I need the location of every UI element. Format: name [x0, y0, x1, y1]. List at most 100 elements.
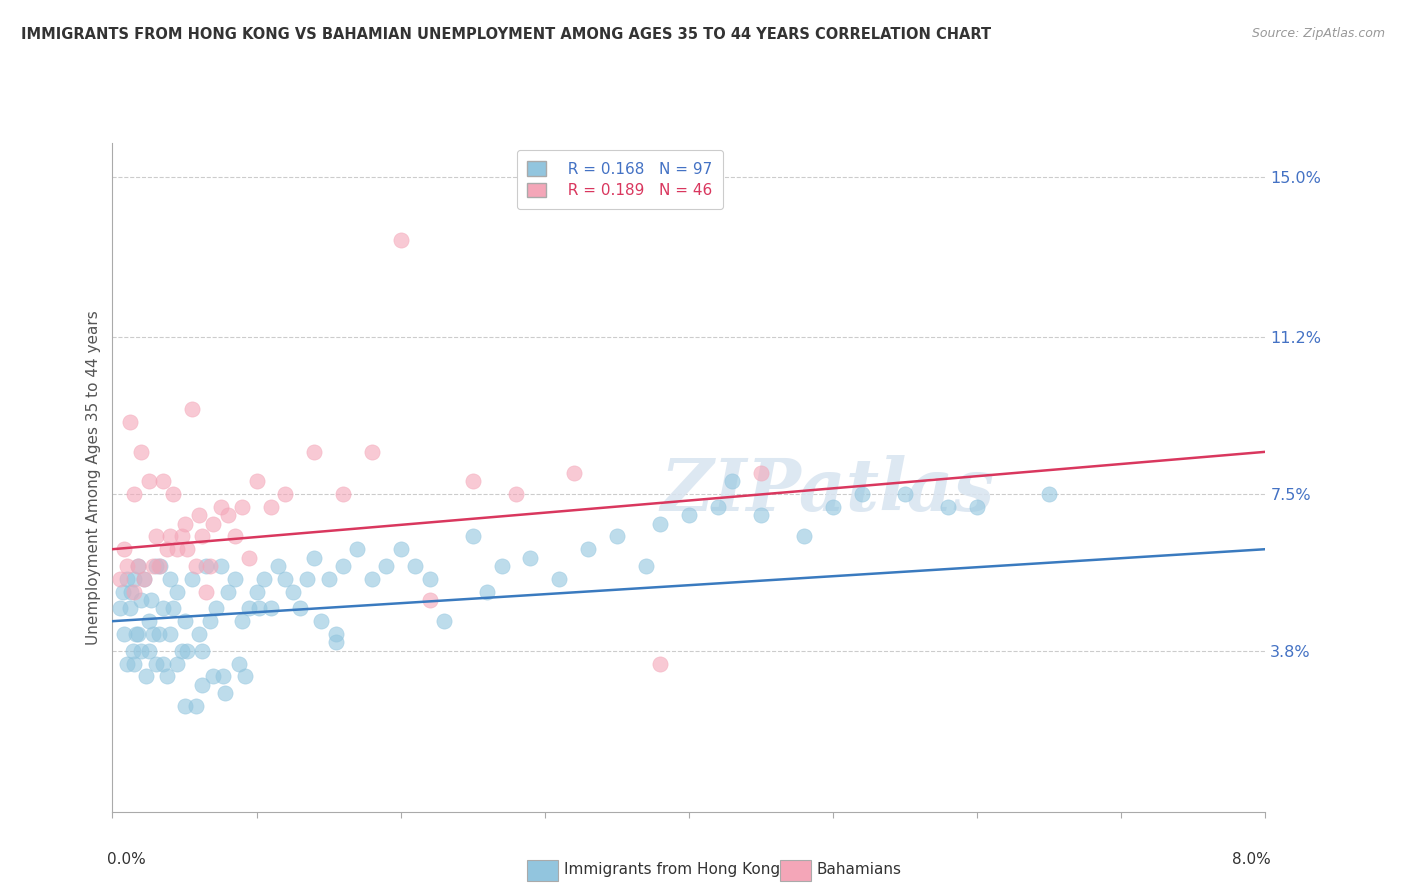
Point [678, 508, 700, 523]
Point [360, 572, 382, 586]
Text: ZIPatlas: ZIPatlas [661, 455, 994, 526]
Point [205, 601, 228, 615]
Point [148, 559, 170, 574]
Point [238, 550, 260, 565]
Point [200, 614, 222, 628]
Point [519, 550, 541, 565]
Point [191, 678, 214, 692]
Point [127, 559, 149, 574]
Point [129, 445, 153, 459]
Point [389, 233, 412, 247]
Point [821, 500, 844, 514]
Point [851, 487, 873, 501]
Point [108, 601, 131, 615]
Point [231, 614, 253, 628]
Point [166, 584, 188, 599]
Point [145, 559, 167, 574]
Point [142, 627, 165, 641]
Point [332, 559, 354, 574]
Point [170, 529, 193, 543]
Point [145, 657, 167, 671]
Point [148, 627, 170, 641]
Point [231, 500, 253, 514]
Point [111, 584, 134, 599]
Point [228, 657, 250, 671]
Point [145, 529, 167, 543]
Point [491, 559, 513, 574]
Point [156, 669, 179, 683]
Point [311, 614, 333, 628]
Point [129, 644, 153, 658]
Point [170, 644, 193, 658]
Point [634, 559, 657, 574]
Point [238, 601, 260, 615]
Point [209, 500, 232, 514]
Point [138, 475, 160, 489]
Point [260, 601, 283, 615]
Text: Source: ZipAtlas.com: Source: ZipAtlas.com [1251, 27, 1385, 40]
Point [202, 516, 225, 531]
Point [260, 500, 283, 514]
Point [209, 559, 232, 574]
Text: Bahamians: Bahamians [817, 863, 901, 877]
Point [120, 584, 142, 599]
Point [159, 627, 181, 641]
Point [187, 627, 211, 641]
Point [159, 572, 181, 586]
Point [127, 559, 149, 574]
Point [138, 614, 160, 628]
Point [180, 402, 202, 417]
Y-axis label: Unemployment Among Ages 35 to 44 years: Unemployment Among Ages 35 to 44 years [86, 310, 101, 645]
Point [159, 529, 181, 543]
Point [121, 644, 143, 658]
Point [202, 669, 225, 683]
Point [191, 529, 214, 543]
Point [295, 572, 318, 586]
Text: IMMIGRANTS FROM HONG KONG VS BAHAMIAN UNEMPLOYMENT AMONG AGES 35 TO 44 YEARS COR: IMMIGRANTS FROM HONG KONG VS BAHAMIAN UN… [21, 27, 991, 42]
Point [936, 500, 959, 514]
Point [648, 657, 672, 671]
Point [281, 584, 304, 599]
Point [184, 559, 207, 574]
Point [217, 508, 239, 523]
Point [304, 550, 326, 565]
Text: 0.0%: 0.0% [107, 852, 145, 867]
Point [200, 559, 222, 574]
Point [721, 475, 744, 489]
Point [233, 669, 256, 683]
Point [325, 627, 347, 641]
Point [134, 572, 156, 586]
Point [135, 669, 157, 683]
Point [548, 572, 571, 586]
Point [156, 542, 179, 557]
Point [149, 559, 172, 574]
Point [360, 445, 382, 459]
Point [419, 572, 441, 586]
Point [112, 627, 135, 641]
Point [793, 529, 815, 543]
Point [648, 516, 672, 531]
Point [475, 584, 498, 599]
Point [187, 508, 211, 523]
Point [576, 542, 599, 557]
Point [162, 487, 184, 501]
Point [118, 601, 141, 615]
Point [127, 627, 149, 641]
Point [162, 601, 184, 615]
Point [1038, 487, 1060, 501]
Point [217, 584, 239, 599]
Point [332, 487, 354, 501]
Point [894, 487, 917, 501]
Point [224, 529, 246, 543]
Point [249, 601, 271, 615]
Point [749, 466, 772, 480]
Point [505, 487, 527, 501]
Point [346, 542, 368, 557]
Text: 8.0%: 8.0% [1233, 852, 1271, 867]
Legend:   R = 0.168   N = 97,   R = 0.189   N = 46: R = 0.168 N = 97, R = 0.189 N = 46 [516, 151, 723, 209]
Point [245, 584, 267, 599]
Point [152, 475, 174, 489]
Point [325, 635, 347, 649]
Point [318, 572, 340, 586]
Point [267, 559, 290, 574]
